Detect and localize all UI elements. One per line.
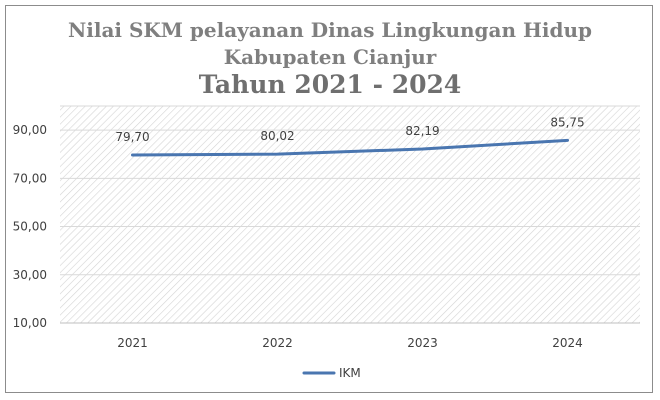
x-tick-label: 2024	[552, 336, 583, 350]
y-tick-label: 10,00	[13, 316, 47, 330]
chart-title-line3: Tahun 2021 - 2024	[198, 70, 462, 99]
data-label: 79,70	[115, 130, 149, 144]
y-tick-label: 70,00	[13, 171, 47, 185]
data-label: 80,02	[260, 129, 294, 143]
legend-label: IKM	[339, 366, 361, 380]
x-tick-label: 2021	[117, 336, 148, 350]
y-tick-label: 90,00	[13, 123, 47, 137]
chart-title-line1: Nilai SKM pelayanan Dinas Lingkungan Hid…	[67, 18, 592, 42]
x-tick-label: 2022	[262, 336, 293, 350]
y-tick-label: 30,00	[13, 268, 47, 282]
data-label: 85,75	[550, 115, 584, 129]
chart-title-line2: Kabupaten Cianjur	[223, 45, 437, 69]
y-tick-label: 50,00	[13, 220, 47, 234]
series-line-ikm	[131, 138, 569, 157]
x-tick-label: 2023	[407, 336, 438, 350]
data-label: 82,19	[405, 124, 439, 138]
